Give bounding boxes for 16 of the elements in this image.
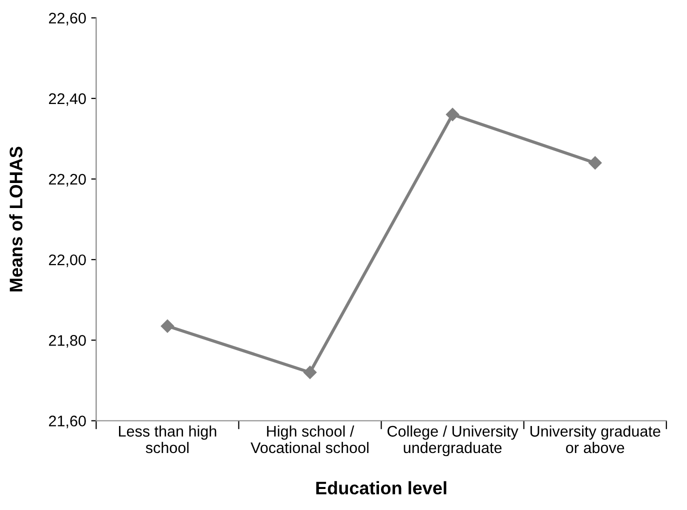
point bbox=[303, 366, 317, 379]
y-tick-label: 22,00 bbox=[49, 254, 86, 268]
x-tick-label: University graduate or above bbox=[530, 425, 660, 454]
y-axis-title: Means of LOHAS bbox=[9, 146, 22, 292]
y-tick-label: 21,60 bbox=[49, 416, 86, 428]
x-tick-label: High school / Vocational school bbox=[250, 425, 368, 454]
point bbox=[588, 156, 602, 170]
x-axis-title: Education level bbox=[316, 481, 446, 494]
point bbox=[446, 108, 460, 122]
y-tick-label: 21,80 bbox=[49, 335, 86, 348]
x-tick-label: College / University undergraduate bbox=[388, 425, 518, 456]
point bbox=[160, 319, 174, 333]
x-tick-label: Less than high school bbox=[119, 425, 216, 454]
y-tick-label: 22,20 bbox=[49, 174, 86, 186]
y-tick-label: 22,60 bbox=[49, 12, 86, 26]
y-tick-label: 22,40 bbox=[49, 93, 86, 106]
